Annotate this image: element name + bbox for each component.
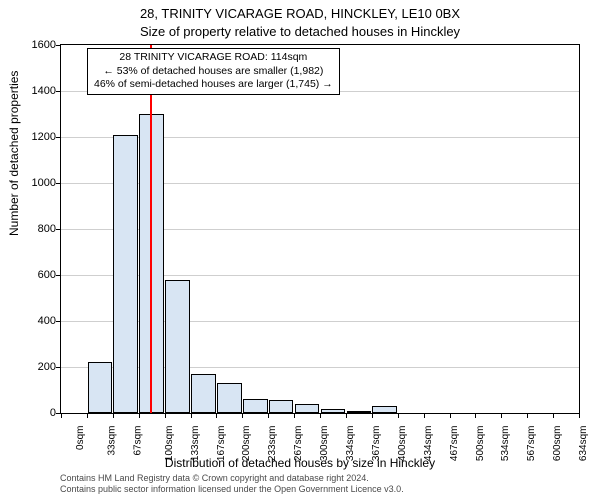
x-tick-label: 300sqm xyxy=(319,426,330,462)
y-axis-title: Number of detached properties xyxy=(7,71,21,236)
histogram-bar xyxy=(269,400,294,413)
x-tick-label: 400sqm xyxy=(397,426,408,462)
x-tick-label: 600sqm xyxy=(552,426,563,462)
x-tick-label: 167sqm xyxy=(216,426,227,462)
histogram-bar xyxy=(321,409,346,413)
x-tick-mark xyxy=(320,413,321,418)
attribution-line-1: Contains HM Land Registry data © Crown c… xyxy=(60,473,404,483)
y-tick-label: 800 xyxy=(38,223,56,235)
x-tick-mark xyxy=(501,413,502,418)
x-tick-label: 534sqm xyxy=(500,426,511,462)
x-tick-mark xyxy=(268,413,269,418)
x-tick-mark xyxy=(294,413,295,418)
y-tick-label: 0 xyxy=(50,407,56,419)
x-tick-label: 567sqm xyxy=(526,426,537,462)
y-tick-mark xyxy=(56,367,61,368)
histogram-bar xyxy=(165,280,190,413)
y-tick-label: 400 xyxy=(38,315,56,327)
y-tick-mark xyxy=(56,321,61,322)
x-tick-mark xyxy=(87,413,88,418)
histogram-bar xyxy=(139,114,164,413)
x-tick-label: 33sqm xyxy=(106,426,117,456)
x-tick-label: 334sqm xyxy=(345,426,356,462)
subject-marker-line xyxy=(150,45,152,413)
x-tick-label: 267sqm xyxy=(293,426,304,462)
x-tick-label: 367sqm xyxy=(371,426,382,462)
x-tick-mark xyxy=(475,413,476,418)
y-tick-label: 600 xyxy=(38,269,56,281)
x-tick-mark xyxy=(424,413,425,418)
y-tick-label: 1400 xyxy=(32,85,56,97)
x-tick-label: 233sqm xyxy=(267,426,278,462)
histogram-bar xyxy=(295,404,320,413)
y-tick-label: 1000 xyxy=(32,177,56,189)
chart-container: 28, TRINITY VICARAGE ROAD, HINCKLEY, LE1… xyxy=(0,0,600,500)
chart-title-main: 28, TRINITY VICARAGE ROAD, HINCKLEY, LE1… xyxy=(0,6,600,21)
x-tick-mark xyxy=(579,413,580,418)
x-tick-mark xyxy=(242,413,243,418)
x-tick-mark xyxy=(450,413,451,418)
x-tick-label: 434sqm xyxy=(423,426,434,462)
x-tick-label: 67sqm xyxy=(132,426,143,456)
y-tick-mark xyxy=(56,229,61,230)
attribution-line-2: Contains public sector information licen… xyxy=(60,484,404,494)
x-tick-label: 200sqm xyxy=(241,426,252,462)
histogram-bar xyxy=(217,383,242,413)
histogram-bar xyxy=(113,135,138,413)
y-tick-mark xyxy=(56,183,61,184)
x-tick-mark xyxy=(216,413,217,418)
x-tick-label: 0sqm xyxy=(75,426,86,450)
y-tick-mark xyxy=(56,91,61,92)
annotation-line: 46% of semi-detached houses are larger (… xyxy=(94,78,333,92)
x-tick-mark xyxy=(398,413,399,418)
annotation-box: 28 TRINITY VICARAGE ROAD: 114sqm← 53% of… xyxy=(87,48,340,95)
x-tick-mark xyxy=(553,413,554,418)
x-tick-mark xyxy=(139,413,140,418)
x-tick-label: 133sqm xyxy=(190,426,201,462)
annotation-line: 28 TRINITY VICARAGE ROAD: 114sqm xyxy=(94,51,333,65)
x-tick-mark xyxy=(165,413,166,418)
y-tick-label: 1600 xyxy=(32,39,56,51)
histogram-bar xyxy=(88,362,113,413)
attribution-text: Contains HM Land Registry data © Crown c… xyxy=(60,473,404,494)
x-tick-mark xyxy=(61,413,62,418)
x-tick-label: 467sqm xyxy=(449,426,460,462)
x-tick-label: 100sqm xyxy=(164,426,175,462)
x-tick-label: 634sqm xyxy=(578,426,589,462)
x-tick-mark xyxy=(191,413,192,418)
histogram-bar xyxy=(243,399,268,413)
histogram-bar xyxy=(347,411,372,413)
plot-area xyxy=(60,44,580,414)
chart-title-sub: Size of property relative to detached ho… xyxy=(0,24,600,39)
x-tick-mark xyxy=(346,413,347,418)
y-tick-mark xyxy=(56,137,61,138)
y-tick-label: 200 xyxy=(38,361,56,373)
x-tick-mark xyxy=(113,413,114,418)
x-tick-label: 500sqm xyxy=(475,426,486,462)
annotation-line: ← 53% of detached houses are smaller (1,… xyxy=(94,65,333,79)
histogram-bar xyxy=(191,374,216,413)
histogram-bar xyxy=(372,406,397,413)
y-tick-mark xyxy=(56,275,61,276)
x-tick-mark xyxy=(527,413,528,418)
y-tick-mark xyxy=(56,45,61,46)
x-tick-mark xyxy=(372,413,373,418)
y-tick-label: 1200 xyxy=(32,131,56,143)
